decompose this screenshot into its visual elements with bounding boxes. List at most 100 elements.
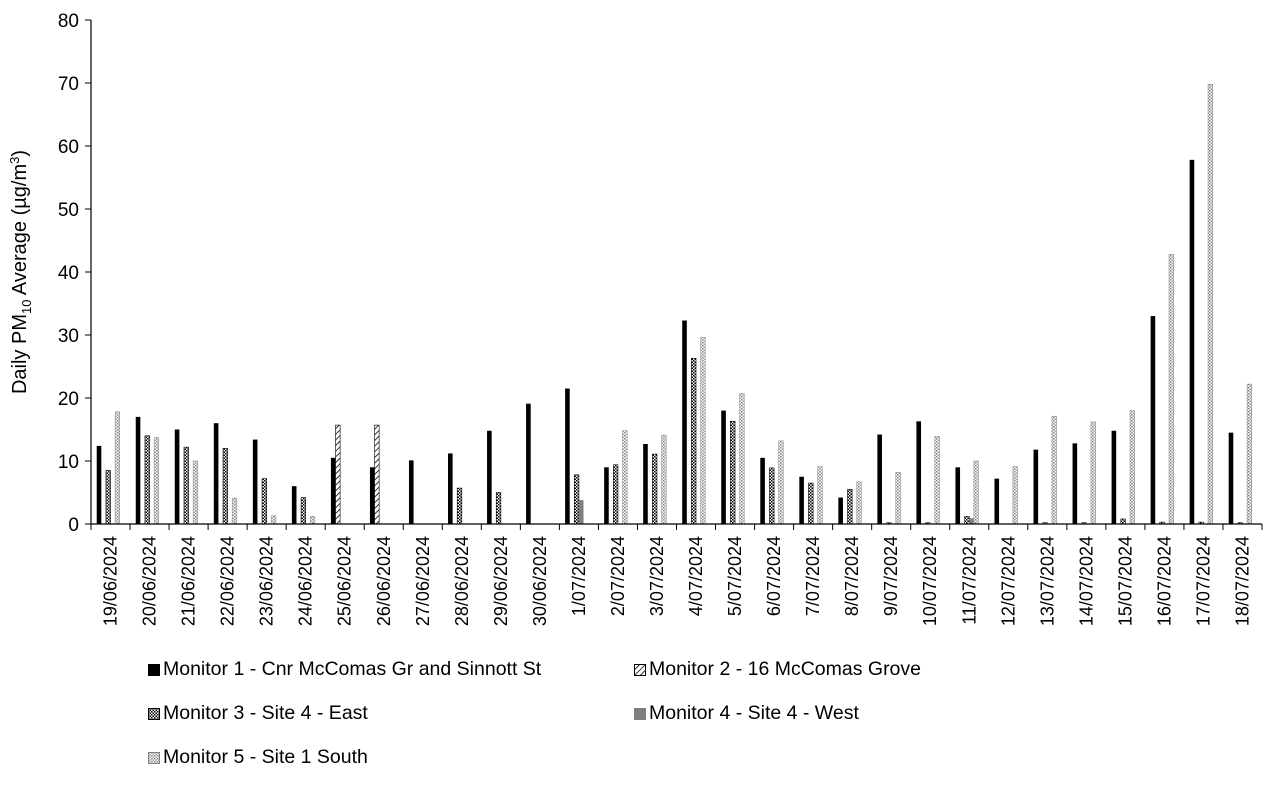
bar-monitor-3: [691, 358, 697, 525]
x-category-label: 27/06/2024: [413, 536, 433, 626]
bar-monitor-5: [1012, 466, 1018, 525]
x-category-label: 7/07/2024: [803, 536, 823, 616]
bar-monitor-1: [682, 320, 687, 524]
legend-item-monitor-1: Monitor 1 - Cnr McComas Gr and Sinnott S…: [148, 658, 541, 681]
x-category-label: 25/06/2024: [335, 536, 355, 626]
y-tick-label: 10: [58, 452, 79, 473]
bar-monitor-5: [856, 481, 862, 525]
x-category-label: 4/07/2024: [686, 536, 706, 616]
bar-monitor-3: [105, 470, 111, 525]
bar-monitor-1: [760, 457, 765, 524]
bar-monitor-1: [213, 423, 219, 524]
bar-monitor-5: [309, 516, 316, 525]
x-category-label: 1/07/2024: [569, 536, 589, 616]
bar-monitor-3: [261, 478, 267, 525]
x-category-label: 5/07/2024: [725, 536, 745, 616]
bar-monitor-3: [613, 464, 619, 525]
bar-monitor-1: [838, 497, 843, 524]
bar-monitor-2: [335, 424, 341, 525]
legend-swatch-solid-grey: [634, 707, 646, 720]
bar-monitor-1: [994, 478, 1000, 524]
x-category-label: 28/06/2024: [452, 536, 472, 626]
x-category-label: 3/07/2024: [647, 536, 667, 616]
legend-label: Monitor 5 - Site 1 South: [163, 746, 368, 768]
bar-monitor-3: [808, 482, 814, 525]
bar-monitor-1: [565, 388, 570, 524]
legend-label: Monitor 3 - Site 4 - East: [163, 702, 368, 724]
legend: Monitor 1 - Cnr McComas Gr and Sinnott S…: [148, 658, 1148, 794]
bar-monitor-3: [769, 467, 775, 525]
bar-monitor-1: [526, 403, 531, 524]
x-category-label: 6/07/2024: [764, 536, 784, 616]
legend-swatch-dotted: [148, 751, 160, 764]
y-tick-label: 40: [58, 263, 79, 284]
bar-monitor-1: [448, 453, 453, 524]
bar-monitor-1: [799, 476, 804, 524]
bar-monitor-1: [643, 443, 648, 524]
bar-monitor-5: [778, 440, 784, 525]
x-category-label: 21/06/2024: [179, 536, 199, 626]
legend-label: Monitor 2 - 16 McComas Grove: [649, 658, 922, 680]
bar-monitor-1: [604, 467, 609, 524]
bar-monitor-1: [330, 457, 336, 524]
bar-monitor-1: [135, 416, 141, 524]
legend-label: Monitor 4 - Site 4 - West: [649, 702, 859, 724]
x-category-label: 23/06/2024: [257, 536, 277, 626]
bar-monitor-5: [934, 436, 940, 525]
bar-monitor-1: [1189, 159, 1195, 525]
x-category-label: 19/06/2024: [101, 536, 121, 626]
x-category-label: 24/06/2024: [296, 536, 316, 626]
legend-label: Monitor 1 - Cnr McComas Gr and Sinnott S…: [163, 658, 542, 680]
legend-swatch-checker: [148, 707, 160, 720]
y-tick-label: 80: [58, 11, 79, 32]
x-category-label: 17/07/2024: [1193, 536, 1213, 626]
bar-monitor-3: [495, 492, 502, 525]
x-category-label: 29/06/2024: [491, 536, 511, 626]
bar-monitor-5: [739, 393, 745, 525]
x-category-label: 10/07/2024: [920, 536, 940, 626]
bar-monitor-5: [1207, 83, 1213, 525]
x-category-label: 22/06/2024: [218, 536, 238, 626]
bar-monitor-3: [144, 435, 150, 525]
bar-monitor-1: [721, 410, 726, 524]
bar-monitor-5: [270, 515, 277, 525]
y-tick-label: 70: [58, 74, 79, 95]
x-category-label: 11/07/2024: [959, 536, 979, 625]
bar-monitor-5: [895, 472, 901, 525]
x-category-label: 12/07/2024: [998, 536, 1018, 626]
bar-monitor-5: [1129, 410, 1135, 525]
bar-monitor-1: [1150, 316, 1156, 524]
bar-monitor-3: [847, 489, 853, 525]
bar-monitor-3: [222, 448, 228, 525]
bar-monitor-1: [955, 467, 961, 524]
bar-monitor-5: [231, 497, 238, 525]
y-tick-label: 50: [58, 200, 79, 221]
legend-item-monitor-4: Monitor 4 - Site 4 - West: [634, 702, 859, 725]
bar-monitor-1: [369, 467, 375, 524]
bar-monitor-5: [1168, 254, 1174, 525]
bar-monitor-3: [300, 497, 306, 525]
y-axis-label-superscript: 3: [7, 157, 22, 164]
bar-monitor-5: [1246, 383, 1252, 525]
x-category-label: 8/07/2024: [842, 536, 862, 616]
bar-monitor-5: [973, 460, 979, 525]
bar-monitor-1: [877, 434, 882, 524]
legend-swatch-diagonal: [634, 663, 646, 676]
bar-monitor-3: [730, 421, 736, 525]
x-category-label: 26/06/2024: [374, 536, 394, 626]
bar-monitor-1: [96, 445, 102, 524]
bar-monitor-3: [456, 487, 463, 525]
legend-item-monitor-5: Monitor 5 - Site 1 South: [148, 746, 368, 769]
bar-monitor-4: [578, 500, 584, 524]
bar-monitor-3: [183, 446, 189, 525]
y-axis-label-part: Daily PM: [9, 314, 31, 394]
bar-monitor-1: [1072, 443, 1078, 524]
bar-monitor-1: [916, 421, 922, 524]
bar-monitor-3: [964, 516, 970, 525]
bar-monitor-3: [574, 474, 580, 525]
bar-monitor-1: [408, 460, 414, 524]
y-axis-label-subscript: 10: [19, 300, 34, 314]
y-tick-label: 0: [68, 515, 79, 536]
bar-monitor-1: [1111, 430, 1117, 524]
legend-item-monitor-3: Monitor 3 - Site 4 - East: [148, 702, 368, 725]
